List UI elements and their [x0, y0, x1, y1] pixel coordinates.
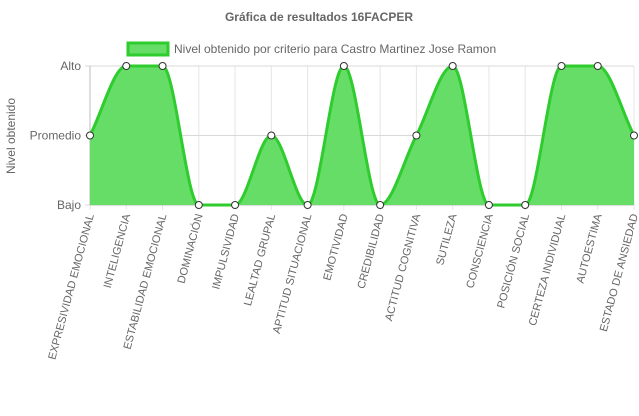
x-tick-label: AUTOESTIMA: [575, 212, 605, 285]
data-point[interactable]: [448, 62, 457, 70]
series-line: [88, 64, 636, 207]
x-tick-label: ESTADO DE ANSIEDAD: [598, 213, 639, 333]
x-tick-label: CERTEZA INDIVIDUAL: [527, 213, 568, 328]
y-ticks: Bajo Promedio Alto: [30, 59, 82, 212]
y-tick-label: Promedio: [30, 129, 82, 143]
data-point[interactable]: [376, 201, 385, 209]
y-axis-label: Nivel obtenido: [4, 98, 18, 174]
x-tick-label: DOMINACIÓN: [175, 212, 206, 284]
legend-swatch[interactable]: [126, 41, 170, 57]
x-tick-label: APTITUD SITUACIONAL: [271, 213, 315, 335]
x-tick-label: POSICIÓN SOCIAL: [494, 212, 532, 309]
data-point[interactable]: [521, 201, 530, 209]
data-point[interactable]: [194, 201, 203, 209]
x-tick-label: EMOTIVIDAD: [321, 213, 350, 282]
y-tick-label: Alto: [60, 59, 81, 73]
data-point[interactable]: [339, 62, 348, 70]
x-tick-label: ACTITUD COGNITIVA: [383, 212, 423, 322]
y-tick-label: Bajo: [57, 198, 81, 212]
x-tick-label: LEALTAD GRUPAL: [242, 213, 278, 308]
chart-legend[interactable]: Nivel obtenido por criterio para Castro …: [126, 41, 496, 57]
data-point[interactable]: [303, 201, 312, 209]
x-tick-label: INTELIGENCIA: [102, 212, 134, 290]
x-ticks: EXPRESIVIDAD EMOCIONAL INTELIGENCIAESTABI…: [46, 212, 639, 361]
x-tick-label: ESTABILIDAD EMOCIONAL: [122, 213, 170, 351]
x-tick-label: CREDIBILIDAD: [356, 213, 388, 291]
data-point[interactable]: [412, 131, 421, 140]
x-tick-label: EXPRESIVIDAD EMOCIONAL: [46, 213, 97, 361]
data-point[interactable]: [593, 62, 602, 70]
data-point[interactable]: [122, 62, 131, 70]
x-tick-label: IMPULSIVIDAD: [210, 213, 242, 291]
data-point[interactable]: [158, 62, 167, 70]
area-series: [88, 64, 636, 207]
data-point[interactable]: [231, 201, 240, 209]
data-point[interactable]: [86, 131, 94, 140]
data-point[interactable]: [267, 131, 276, 140]
x-tick-label: CONSCIENCIA: [464, 212, 496, 290]
chart-title: Gráfica de resultados 16FACPER: [225, 10, 413, 24]
legend-label[interactable]: Nivel obtenido por criterio para Castro …: [174, 42, 496, 56]
data-points: [86, 62, 638, 209]
data-point[interactable]: [557, 62, 566, 70]
data-point[interactable]: [484, 201, 493, 209]
data-point[interactable]: [630, 131, 638, 140]
x-tick-label: SUTILEZA: [434, 212, 459, 267]
